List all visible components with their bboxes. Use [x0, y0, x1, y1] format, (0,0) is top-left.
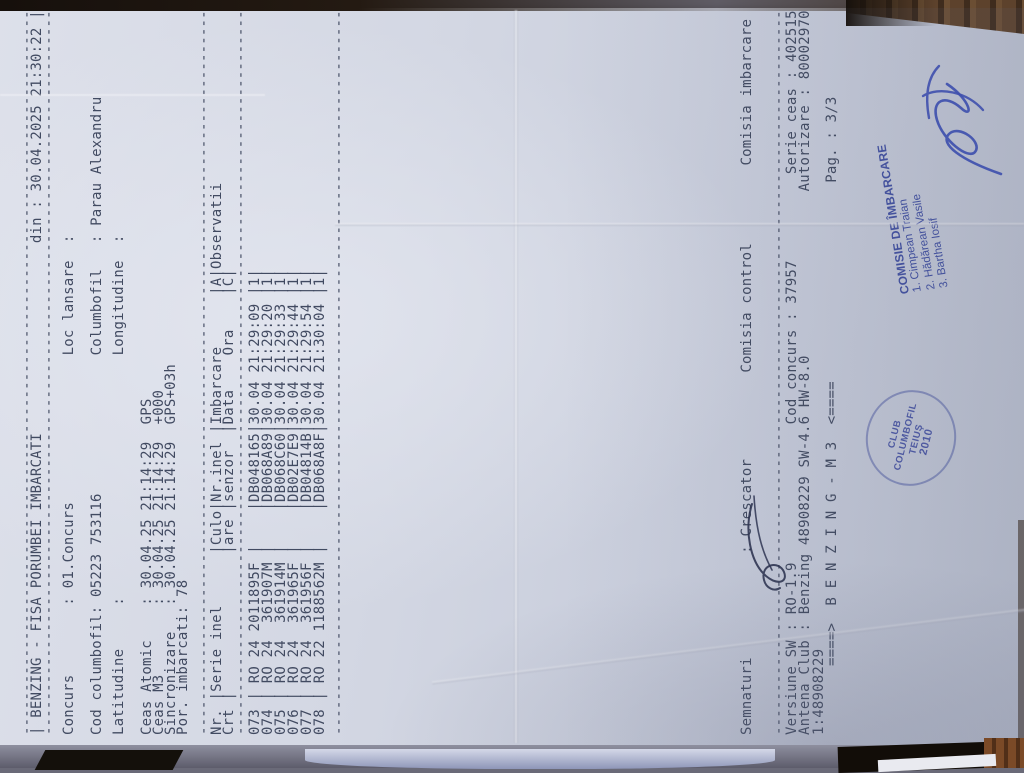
- line-por-imbarcati: Por. imbarcati: 78: [175, 579, 191, 735]
- crescator-signature-ink: [747, 495, 786, 591]
- club-round-stamp: CLUB COLUMBOFIL TEIUŞ 2010: [855, 380, 967, 496]
- line-banner: ====> B E N Z I N G - M 3 <==== Pag. : 3…: [824, 96, 840, 735]
- shadow-wedge-bottom-left: [34, 750, 184, 770]
- line-antena: Antena Club : Benzing 48908229 SW-4.6 HW…: [797, 10, 813, 735]
- table-dashes-bottom: ----------------------------------------…: [331, 10, 347, 735]
- table-row-078: 078 | RO 22 1188562M | |DB068A8F|30.04 2…: [312, 269, 328, 735]
- border-dashes-2: ----------------------------------------…: [41, 10, 57, 735]
- wood-table-top-edge: [0, 0, 1024, 11]
- table-dashes-mid: ----------------------------------------…: [233, 10, 249, 735]
- line-concurs: Concurs : 01.Concurs Loc lansare :: [61, 234, 77, 735]
- rotated-document: ----------------------------------------…: [0, 8, 1024, 744]
- line-semnaturi: Semnaturi : Crescator Comisia control Co…: [739, 18, 755, 735]
- shadow-right-edge: [1018, 520, 1024, 748]
- wood-shadow-top-right: [846, 0, 936, 26]
- paper-curl-bottom: [305, 749, 775, 769]
- line-latitudine: Latitudine : Longitudine :: [111, 234, 127, 735]
- imbarcare-signature-ink: [921, 64, 1003, 176]
- line-cod-columbofil: Cod columbofil: 05223 753116 Columbofil …: [89, 96, 105, 735]
